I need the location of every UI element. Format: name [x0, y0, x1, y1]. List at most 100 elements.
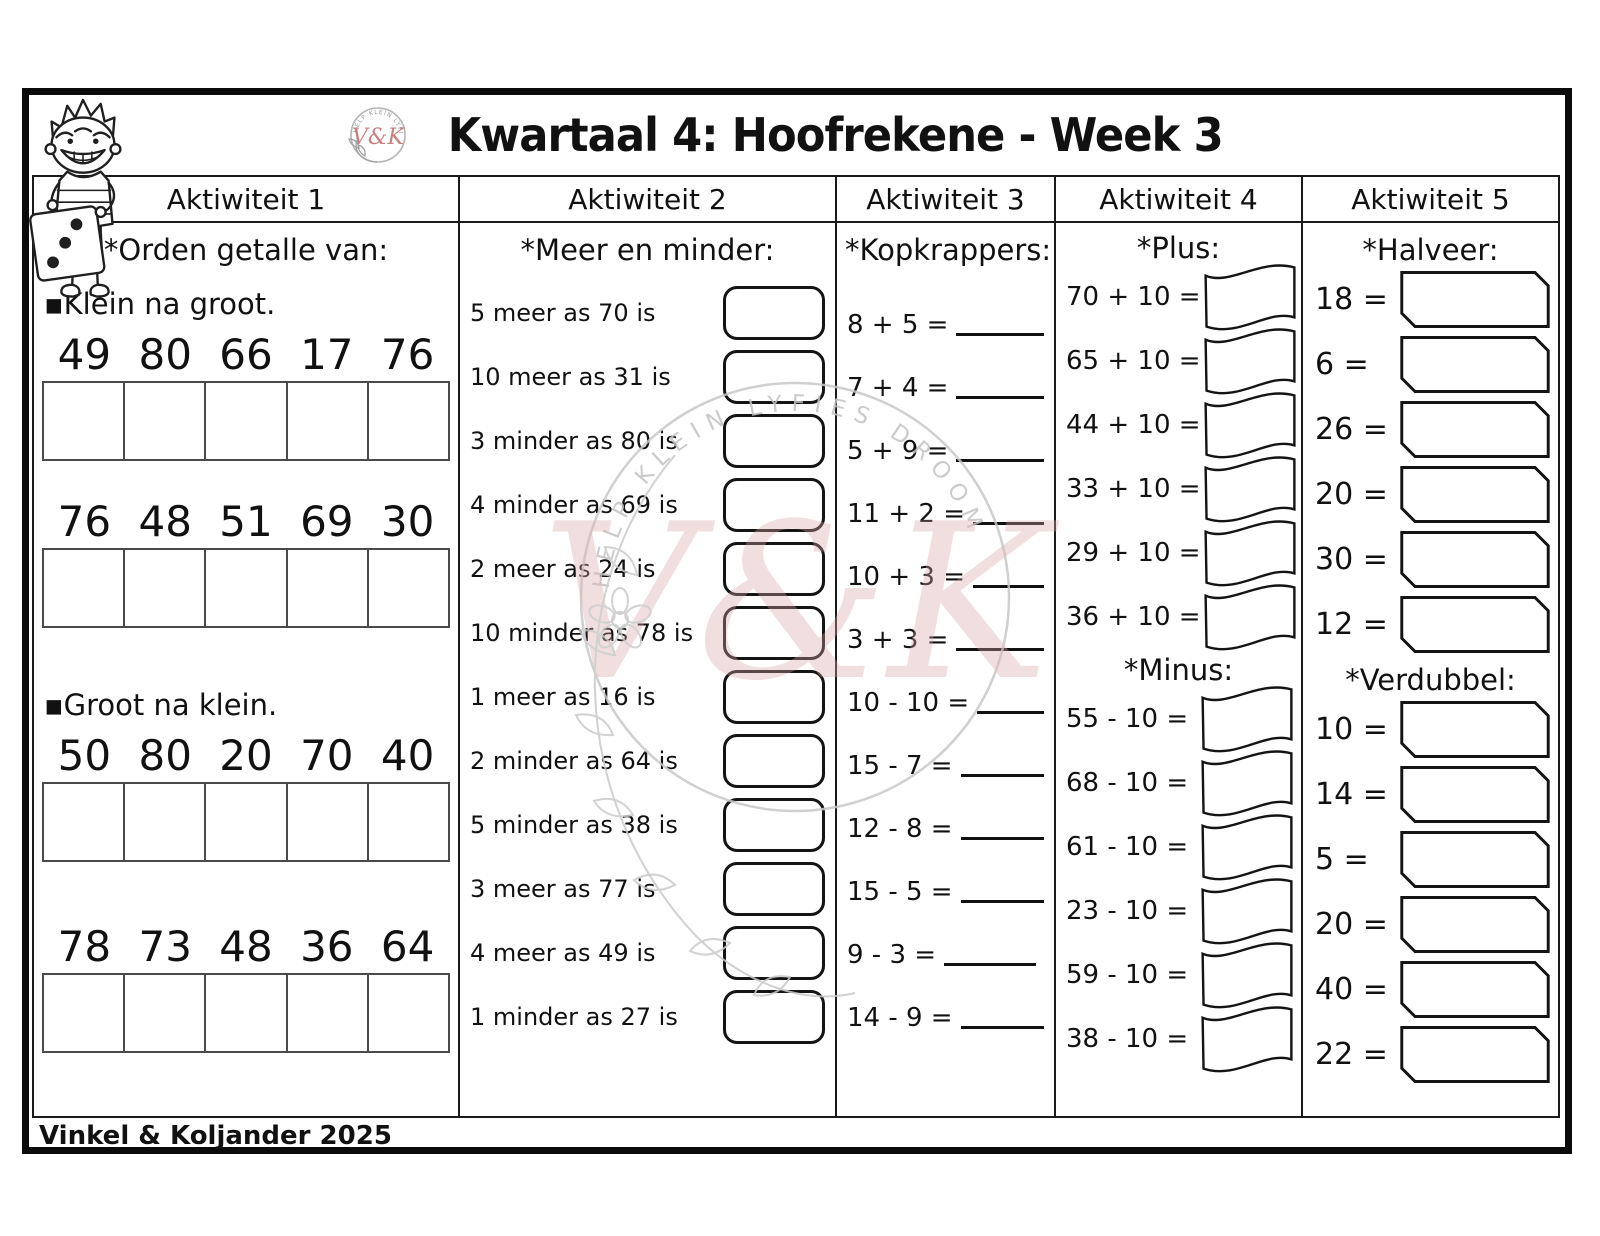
- activity4-row: 65 + 10 =: [1064, 328, 1296, 395]
- grid-cell[interactable]: [206, 550, 288, 626]
- tag-answer-box[interactable]: [1400, 336, 1550, 393]
- answer-blank[interactable]: [956, 459, 1044, 462]
- answer-blank[interactable]: [960, 774, 1044, 777]
- answer-blank[interactable]: [944, 963, 1037, 966]
- activity4-row: 33 + 10 =: [1064, 456, 1296, 523]
- answer-blank[interactable]: [956, 648, 1044, 651]
- equation-text: 20 =: [1315, 477, 1388, 512]
- grid-cell[interactable]: [44, 383, 126, 459]
- column-aktiwiteit-3: *Kopkrappers: 8 + 5 = 7 + 4 = 5 + 9 = 11…: [837, 223, 1056, 1116]
- tag-answer-box[interactable]: [1400, 701, 1550, 758]
- activity5-row: 12 =: [1311, 592, 1550, 657]
- scroll-answer-box[interactable]: [1201, 324, 1299, 398]
- answer-box[interactable]: [723, 350, 825, 404]
- grid-cell[interactable]: [125, 550, 207, 626]
- activity2-text: 5 meer as 70 is: [470, 299, 656, 327]
- grid-cell[interactable]: [369, 550, 448, 626]
- answer-blank[interactable]: [973, 522, 1044, 525]
- column-aktiwiteit-4: *Plus: 70 + 10 = 65 + 10 = 44 + 10 = 33 …: [1056, 223, 1303, 1116]
- answer-blank[interactable]: [960, 900, 1044, 903]
- tag-answer-box[interactable]: [1400, 1026, 1550, 1083]
- grid-cell[interactable]: [206, 383, 288, 459]
- tag-answer-box[interactable]: [1400, 896, 1550, 953]
- tag-answer-box[interactable]: [1400, 961, 1550, 1018]
- scroll-answer-box[interactable]: [1201, 452, 1299, 526]
- activity2-text: 2 meer as 24 is: [470, 555, 656, 583]
- number-value: 30: [380, 497, 435, 546]
- answer-box[interactable]: [723, 286, 825, 340]
- answer-box[interactable]: [723, 542, 825, 596]
- grid-cell[interactable]: [369, 383, 448, 459]
- grid-cell[interactable]: [369, 975, 448, 1051]
- activity2-row: 4 meer as 49 is: [468, 921, 827, 985]
- grid-cell[interactable]: [125, 383, 207, 459]
- grid-cell[interactable]: [288, 550, 369, 626]
- tag-answer-box[interactable]: [1400, 831, 1550, 888]
- scroll-answer-box[interactable]: [1201, 516, 1299, 590]
- answer-box[interactable]: [723, 926, 825, 980]
- scroll-answer-box[interactable]: [1198, 938, 1296, 1012]
- equation-text: 26 =: [1315, 412, 1388, 447]
- activity4-row: 70 + 10 =: [1064, 264, 1296, 331]
- equation-text: 59 - 10 =: [1066, 960, 1189, 990]
- grid-cell[interactable]: [206, 975, 288, 1051]
- answer-box[interactable]: [723, 862, 825, 916]
- scroll-answer-box[interactable]: [1198, 746, 1296, 820]
- activity2-text: 10 meer as 31 is: [470, 363, 671, 391]
- tag-answer-box[interactable]: [1400, 466, 1550, 523]
- activity4-row: 29 + 10 =: [1064, 520, 1296, 587]
- number-value: 80: [138, 330, 192, 379]
- scroll-answer-box[interactable]: [1201, 580, 1299, 654]
- equation-row: 5 + 9 =: [845, 413, 1046, 476]
- answer-box[interactable]: [723, 798, 825, 852]
- grid-cell[interactable]: [369, 784, 448, 860]
- tag-answer-box[interactable]: [1400, 271, 1550, 328]
- answer-box[interactable]: [723, 990, 825, 1044]
- tag-answer-box[interactable]: [1400, 596, 1550, 653]
- brand-logo: HELP KLEIN LYFIES DROOM V&K: [347, 102, 406, 163]
- number-value: 76: [57, 497, 112, 546]
- scroll-answer-box[interactable]: [1198, 810, 1296, 884]
- scroll-answer-box[interactable]: [1201, 260, 1299, 334]
- answer-blank[interactable]: [956, 333, 1044, 336]
- grid-cell[interactable]: [288, 975, 369, 1051]
- grid-cell[interactable]: [288, 383, 369, 459]
- grid-cell[interactable]: [206, 784, 288, 860]
- equation-text: 70 + 10 =: [1066, 282, 1201, 312]
- activity2-row: 2 minder as 64 is: [468, 729, 827, 793]
- answer-box[interactable]: [723, 734, 825, 788]
- grid-cell[interactable]: [44, 550, 126, 626]
- answer-blank[interactable]: [960, 837, 1044, 840]
- grid-cell[interactable]: [44, 975, 126, 1051]
- scroll-answer-box[interactable]: [1198, 682, 1296, 756]
- grid-cell[interactable]: [44, 784, 126, 860]
- answer-blank[interactable]: [960, 1026, 1044, 1029]
- scroll-answer-box[interactable]: [1198, 874, 1296, 948]
- answer-blank[interactable]: [977, 711, 1044, 714]
- equation-text: 8 + 5 =: [847, 310, 949, 340]
- answer-blank[interactable]: [973, 585, 1044, 588]
- tag-answer-box[interactable]: [1400, 401, 1550, 458]
- equation-text: 6 =: [1315, 347, 1369, 382]
- boy-hand: [46, 199, 59, 212]
- tag-answer-box[interactable]: [1400, 531, 1550, 588]
- answer-blank[interactable]: [956, 396, 1044, 399]
- answer-box[interactable]: [723, 606, 825, 660]
- equation-text: 61 - 10 =: [1066, 832, 1189, 862]
- boy-hand: [94, 205, 107, 219]
- equation-text: 18 =: [1315, 282, 1388, 317]
- grid-cell[interactable]: [288, 784, 369, 860]
- answer-box[interactable]: [723, 414, 825, 468]
- equation-text: 33 + 10 =: [1066, 474, 1201, 504]
- tag-answer-box[interactable]: [1400, 766, 1550, 823]
- activity5-verdubbel-heading: *Verdubbel:: [1345, 663, 1516, 697]
- grid-cell[interactable]: [125, 784, 207, 860]
- header-cell-aktiwiteit-1: Aktiwiteit 1: [34, 177, 460, 223]
- grid-cell[interactable]: [125, 975, 207, 1051]
- number-value: 48: [138, 497, 192, 546]
- answer-box[interactable]: [723, 670, 825, 724]
- activity5-row: 18 =: [1311, 267, 1550, 332]
- scroll-answer-box[interactable]: [1201, 388, 1299, 462]
- answer-box[interactable]: [723, 478, 825, 532]
- scroll-answer-box[interactable]: [1198, 1002, 1296, 1076]
